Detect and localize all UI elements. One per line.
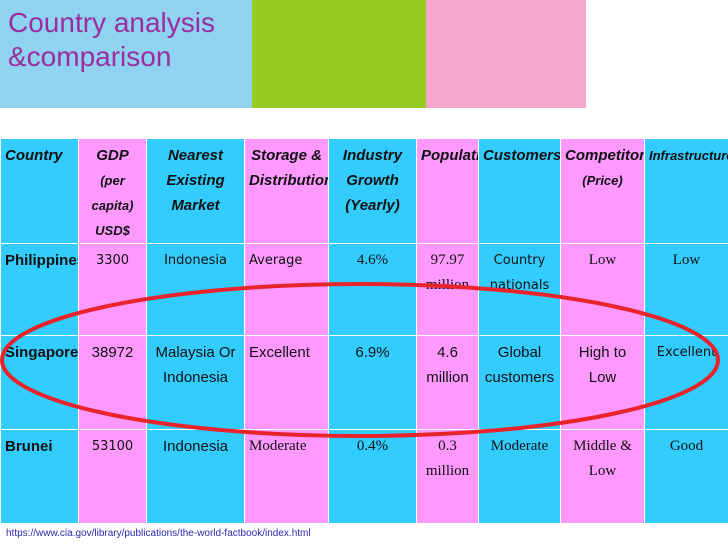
header-country: Country bbox=[0, 138, 79, 244]
comparison-table: Country GDP (per capita) USD$ Nearest Ex… bbox=[0, 138, 728, 524]
table-row: Philippines 3300 Indonesia Average 4.6% … bbox=[0, 243, 728, 336]
cell-population: 97.97 million bbox=[416, 243, 479, 336]
header-infrastructure: Infrastructure bbox=[644, 138, 728, 244]
header-population: Population bbox=[416, 138, 479, 244]
slide-title-line2: &comparison bbox=[8, 41, 172, 72]
cell-industry-growth: 0.4% bbox=[328, 429, 417, 524]
header-band-blue bbox=[0, 0, 252, 108]
header-gdp-label: GDP bbox=[96, 147, 129, 164]
cell-gdp: 53100 bbox=[78, 429, 147, 524]
cell-competitors: Middle & Low bbox=[560, 429, 645, 524]
cell-storage: Average bbox=[244, 243, 329, 336]
table-row: Brunei 53100 Indonesia Moderate 0.4% 0.3… bbox=[0, 429, 728, 524]
header-customers: Customers bbox=[478, 138, 561, 244]
cell-country: Philippines bbox=[0, 243, 79, 336]
header-storage: Storage & Distribution bbox=[244, 138, 329, 244]
cell-country: Singapore bbox=[0, 335, 79, 430]
cell-customers: Country nationals bbox=[478, 243, 561, 336]
slide-title-line1: Country analysis bbox=[8, 7, 215, 38]
table-row: Singapore 38972 Malaysia Or Indonesia Ex… bbox=[0, 335, 728, 430]
cell-infrastructure: Low bbox=[644, 243, 728, 336]
slide-title: Country analysis &comparison bbox=[8, 6, 215, 74]
header-nearest-market: Nearest Existing Market bbox=[146, 138, 245, 244]
cell-industry-growth: 4.6% bbox=[328, 243, 417, 336]
header-industry-growth: Industry Growth (Yearly) bbox=[328, 138, 417, 244]
cell-industry-growth: 6.9% bbox=[328, 335, 417, 430]
cell-country: Brunei bbox=[0, 429, 79, 524]
header-gdp-unit: (per capita) USD$ bbox=[91, 173, 134, 238]
cell-competitors: Low bbox=[560, 243, 645, 336]
header-gdp: GDP (per capita) USD$ bbox=[78, 138, 147, 244]
cell-nearest-market: Indonesia bbox=[146, 243, 245, 336]
cell-storage: Moderate bbox=[244, 429, 329, 524]
table-header-row: Country GDP (per capita) USD$ Nearest Ex… bbox=[0, 138, 728, 244]
header-competitors: Competitors (Price) bbox=[560, 138, 645, 244]
cell-storage: Excellent bbox=[244, 335, 329, 430]
header-band-white bbox=[586, 0, 728, 108]
cell-customers: Moderate bbox=[478, 429, 561, 524]
cell-gdp: 38972 bbox=[78, 335, 147, 430]
cell-customers: Global customers bbox=[478, 335, 561, 430]
cell-gdp: 3300 bbox=[78, 243, 147, 336]
header-band-green bbox=[252, 0, 426, 108]
cell-competitors: High to Low bbox=[560, 335, 645, 430]
cell-infrastructure: Excellent bbox=[644, 335, 728, 430]
source-link[interactable]: https://www.cia.gov/library/publications… bbox=[6, 528, 311, 539]
cell-population: 4.6 million bbox=[416, 335, 479, 430]
cell-population: 0.3 million bbox=[416, 429, 479, 524]
header-competitors-label: Competitors bbox=[565, 147, 645, 164]
header-band-pink bbox=[426, 0, 586, 108]
cell-nearest-market: Malaysia Or Indonesia bbox=[146, 335, 245, 430]
cell-nearest-market: Indonesia bbox=[146, 429, 245, 524]
header-competitors-price: (Price) bbox=[582, 173, 623, 188]
cell-infrastructure: Good bbox=[644, 429, 728, 524]
